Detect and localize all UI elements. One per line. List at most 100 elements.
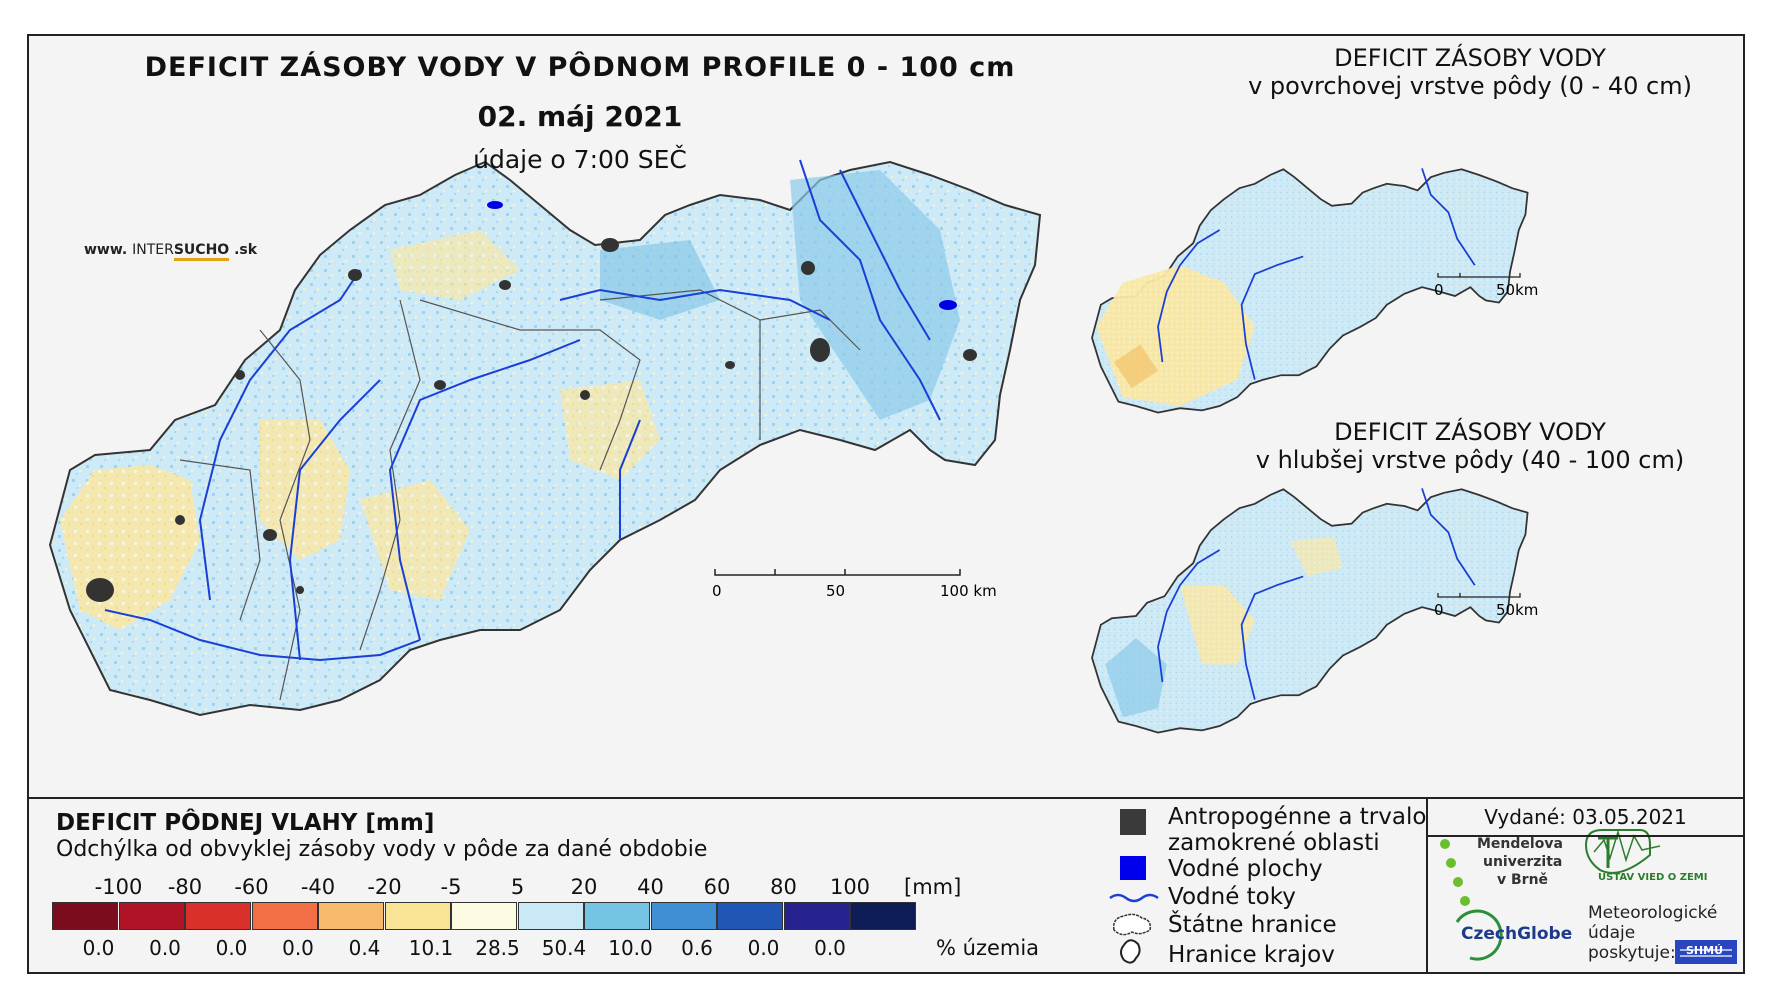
main-map	[48, 159, 1042, 717]
mendel-logo	[1440, 839, 1470, 906]
legend-break-label: -40	[300, 875, 336, 899]
legend-break-label: 100	[829, 875, 871, 899]
legend-swatch	[584, 902, 650, 930]
website-brand: INTER	[132, 242, 174, 258]
mendel-line3: v Brně	[1497, 872, 1549, 888]
yellow-zone-north	[390, 230, 520, 300]
legend-percentage: 0.0	[149, 936, 181, 960]
mendel-line1: Mendelova	[1477, 836, 1563, 852]
yellow-zone-central	[260, 420, 350, 560]
legend-break-label: 40	[637, 875, 664, 899]
issued-date: Vydané: 03.05.2021	[1426, 805, 1745, 837]
legend-break-label: -60	[234, 875, 269, 899]
inset-surface-scale	[1437, 273, 1521, 278]
czechglobe-text: CzechGlobe	[1461, 924, 1573, 944]
inset-deep-scale-50: 50km	[1496, 601, 1538, 619]
inset-deep-scale	[1437, 593, 1521, 598]
czechglobe-logo	[1455, 909, 1503, 961]
inset-surface-scale-0: 0	[1434, 281, 1444, 299]
shmu-text: SHMÚ	[1686, 944, 1724, 957]
legend-break-label: 80	[770, 875, 797, 899]
legend-percentage: 50.4	[541, 936, 587, 960]
legend-break-label: -100	[94, 875, 143, 899]
legend-percentage: 0.0	[82, 936, 115, 960]
water-body-swatch	[1120, 856, 1146, 880]
legend-swatch	[717, 902, 783, 930]
legend-swatch	[185, 902, 251, 930]
urban-areas	[86, 238, 977, 602]
legend-swatch	[783, 902, 850, 930]
inset-deep-title-line2: v hlubšej vrstve pôdy (40 - 100 cm)	[1255, 446, 1685, 474]
legend-swatch	[251, 902, 318, 930]
inset-surface-title-line1: DEFICIT ZÁSOBY VODY	[1334, 44, 1606, 72]
legend-swatch	[384, 902, 451, 930]
meteo-line2: údaje	[1588, 923, 1636, 943]
legend-swatch	[318, 902, 384, 930]
river-label: Vodné toky	[1168, 884, 1296, 910]
uvoz-text: ÚSTAV VIED O ZEMI	[1598, 872, 1708, 883]
inset-surface-title-line2: v povrchovej vrstve pôdy (0 - 40 cm)	[1248, 72, 1692, 100]
anthropogenic-label-line1: Antropogénne a trvalo	[1168, 804, 1427, 830]
region-border-label: Hranice krajov	[1168, 942, 1335, 968]
legend-swatch	[517, 902, 584, 930]
water-body-label: Vodné plochy	[1168, 856, 1323, 882]
legend-swatch	[650, 902, 717, 930]
state-border-label: Štátne hranice	[1168, 912, 1337, 938]
mendel-line2: univerzita	[1483, 854, 1563, 870]
inset-deep-map	[1091, 488, 1529, 734]
legend-subtitle: Odchýlka od obvyklej zásoby vody v pôde …	[56, 837, 708, 862]
meteo-line3: poskytuje:	[1588, 943, 1676, 963]
issued-panel	[1426, 797, 1747, 974]
legend-title: DEFICIT PÔDNEJ VLAHY [mm]	[56, 810, 435, 836]
main-scale-label-100: 100 km	[940, 582, 997, 600]
mendel-text: Mendelova univerzita v Brně	[1477, 835, 1563, 889]
legend-panel	[27, 797, 1745, 976]
legend-unit: [mm]	[904, 875, 962, 899]
inset-deep-scale-0: 0	[1434, 601, 1444, 619]
anthropogenic-swatch	[1120, 809, 1146, 835]
shmu-logo	[1675, 940, 1737, 964]
legend-swatch	[52, 902, 118, 930]
state-border-symbol	[1112, 913, 1152, 936]
yellow-zone-east	[560, 380, 660, 480]
website-logo[interactable]: www. INTERSUCHO .sk	[84, 242, 258, 261]
anthropogenic-label-line2: zamokrené oblasti	[1168, 830, 1380, 856]
uvoz-logo	[1584, 829, 1661, 874]
region-border-symbol	[1120, 939, 1141, 964]
main-scale-label-0: 0	[712, 582, 722, 600]
inset-surface-scale-50: 50km	[1496, 281, 1538, 299]
legend-percentage: 0.0	[282, 936, 314, 960]
main-scale-bar	[714, 569, 961, 576]
legend-percentage: 0.0	[814, 936, 846, 960]
legend-percentage: 0.0	[215, 936, 248, 960]
inset-surface-map	[1091, 168, 1529, 414]
legend-swatch	[118, 902, 185, 930]
legend-swatch	[850, 902, 916, 930]
map-title: DEFICIT ZÁSOBY VODY V PÔDNOM PROFILE 0 -…	[144, 52, 1016, 83]
legend-swatch	[451, 902, 517, 930]
legend-percentage: 10.1	[408, 936, 454, 960]
inset-deep-title: DEFICIT ZÁSOBY VODY v hlubšej vrstve pôd…	[1190, 418, 1750, 474]
water-bodies	[487, 201, 957, 310]
rivers	[104, 159, 941, 662]
legend-percentage: 0.6	[681, 936, 713, 960]
blue-zone-center	[600, 240, 720, 320]
legend-percentage: 0.4	[348, 936, 381, 960]
legend-percent-unit: % územia	[936, 936, 1040, 960]
legend-break-label: 60	[703, 875, 731, 899]
map-time-note: údaje o 7:00 SEČ	[473, 145, 687, 174]
legend-percentage: 28.5	[475, 936, 520, 960]
yellow-zone-south	[360, 480, 470, 600]
legend-break-label: -5	[440, 875, 462, 899]
website-accent: SUCHO	[173, 242, 230, 261]
legend-break-label: 5	[510, 875, 525, 899]
legend-percentage: 0.0	[747, 936, 780, 960]
legend-break-label: -20	[367, 875, 402, 899]
inset-surface-title: DEFICIT ZÁSOBY VODY v povrchovej vrstve …	[1190, 44, 1750, 100]
main-scale-label-50: 50	[826, 582, 845, 600]
website-suffix: .sk	[234, 242, 258, 258]
website-prefix: www.	[84, 242, 128, 258]
river-symbol	[1109, 893, 1159, 903]
legend-break-label: 20	[570, 875, 598, 899]
